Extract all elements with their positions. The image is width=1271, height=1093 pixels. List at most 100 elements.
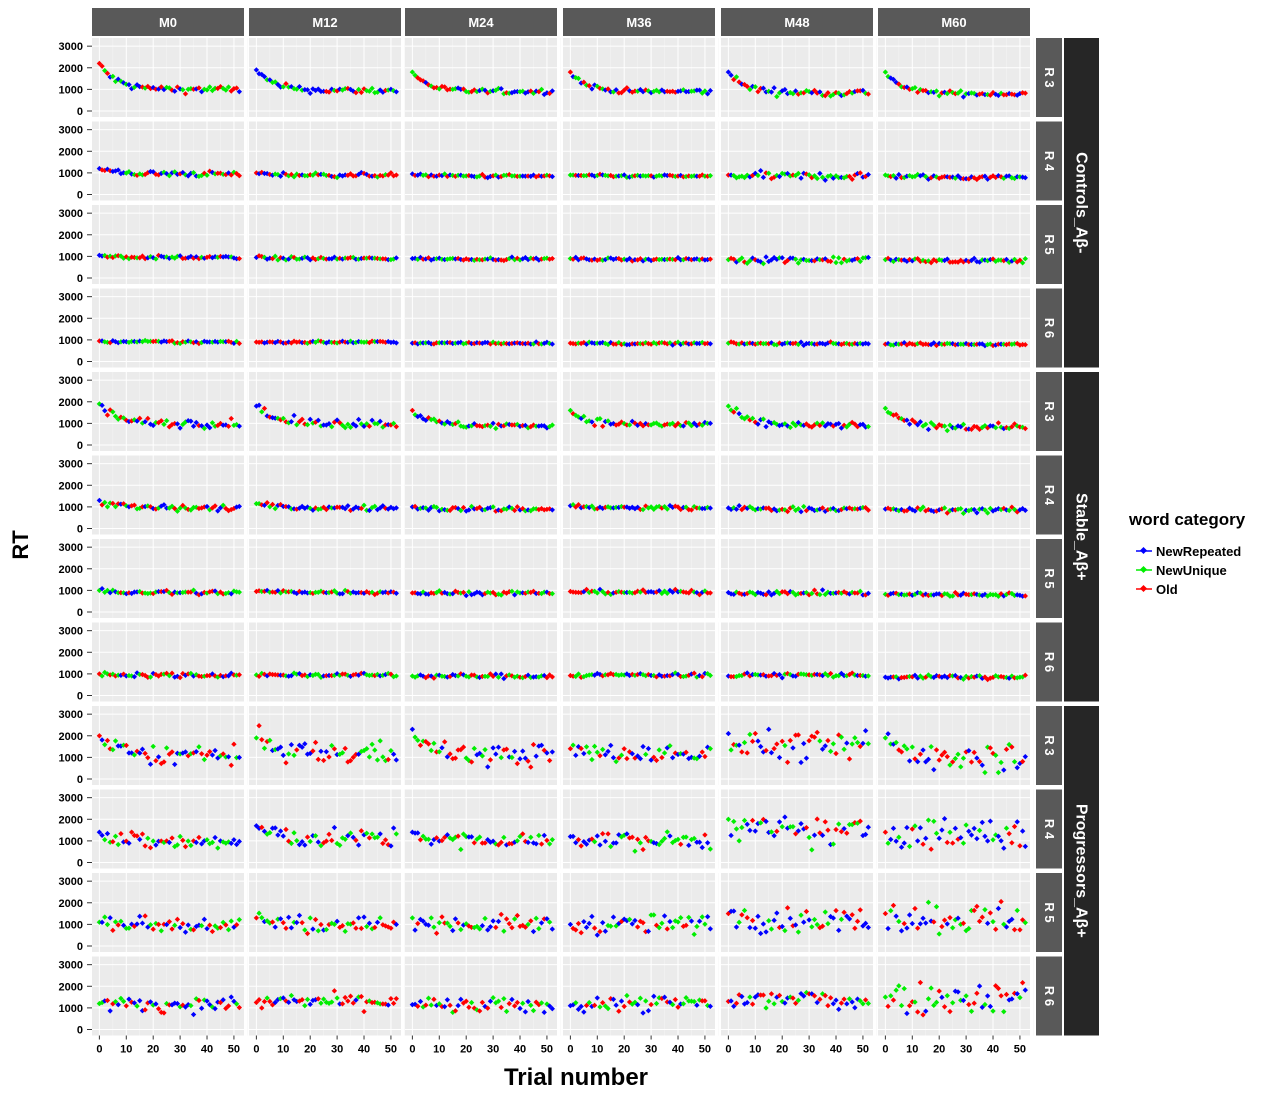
panel-background [249,706,401,785]
panel-background [878,873,1030,952]
panels-layer [92,38,1033,1036]
panel-background [563,539,715,618]
panel-controls-a-r-3-m0 [92,38,247,117]
panel-background [405,289,557,368]
panel-controls-a-r-5-m48 [721,205,876,284]
panel-background [405,205,557,284]
panel-background [92,289,244,368]
panel-background [878,372,1030,451]
panel-controls-a-r-4-m0 [92,122,247,201]
panel-background [92,957,244,1036]
panel-progressors-a-r-4-m36 [563,790,718,869]
panel-background [249,372,401,451]
panel-controls-a-r-4-m60 [878,122,1033,201]
panel-stable-a-r-4-m60 [878,456,1033,535]
panel-background [92,790,244,869]
panel-background [92,38,244,117]
panel-progressors-a-r-5-m12 [249,873,404,952]
panel-background [92,539,244,618]
panel-background [563,790,715,869]
panel-background [563,372,715,451]
panel-background [92,205,244,284]
panel-stable-a-r-4-m0 [92,456,247,535]
panel-controls-a-r-6-m36 [563,289,718,368]
panel-controls-a-r-3-m24 [405,38,560,117]
panel-progressors-a-r-6-m36 [563,957,718,1036]
panel-background [721,706,873,785]
panel-background [405,957,557,1036]
panel-background [249,539,401,618]
panel-controls-a-r-4-m12 [249,122,404,201]
panel-progressors-a-r-6-m0 [92,957,247,1036]
panel-progressors-a-r-6-m48 [721,957,876,1036]
panel-progressors-a-r-4-m48 [721,790,876,869]
panel-progressors-a-r-3-m48 [721,706,876,785]
panel-progressors-a-r-3-m0 [92,706,247,785]
panel-stable-a-r-4-m48 [721,456,876,535]
panel-stable-a-r-3-m48 [721,372,876,451]
panel-progressors-a-r-3-m36 [563,706,718,785]
panel-stable-a-r-3-m24 [405,372,560,451]
panel-stable-a-r-5-m12 [249,539,404,618]
panel-background [563,623,715,702]
panel-background [249,205,401,284]
panel-controls-a-r-5-m12 [249,205,404,284]
panel-background [878,122,1030,201]
panel-progressors-a-r-5-m60 [878,873,1033,952]
panel-controls-a-r-3-m36 [563,38,718,117]
panel-background [92,873,244,952]
panel-background [563,122,715,201]
panel-stable-a-r-5-m24 [405,539,560,618]
panel-progressors-a-r-4-m24 [405,790,560,869]
panel-background [563,456,715,535]
panel-stable-a-r-6-m60 [878,623,1033,702]
panel-controls-a-r-6-m12 [249,289,404,368]
panel-controls-a-r-6-m0 [92,289,247,368]
panel-background [721,456,873,535]
panel-background [878,706,1030,785]
panel-background [92,122,244,201]
panel-controls-a-r-5-m36 [563,205,718,284]
panel-background [721,873,873,952]
panel-background [249,957,401,1036]
panel-progressors-a-r-5-m0 [92,873,247,952]
panel-background [249,122,401,201]
panel-background [721,289,873,368]
panel-background [405,372,557,451]
panel-stable-a-r-3-m0 [92,372,247,451]
panel-controls-a-r-5-m60 [878,205,1033,284]
panel-stable-a-r-6-m24 [405,623,560,702]
panel-controls-a-r-6-m48 [721,289,876,368]
panel-progressors-a-r-6-m24 [405,957,560,1036]
panel-background [563,957,715,1036]
panel-progressors-a-r-4-m0 [92,790,247,869]
panel-progressors-a-r-4-m60 [878,790,1033,869]
panel-background [249,38,401,117]
panel-stable-a-r-5-m60 [878,539,1033,618]
panel-background [563,289,715,368]
panel-controls-a-r-3-m48 [721,38,876,117]
panel-background [249,873,401,952]
panel-background [249,623,401,702]
panel-controls-a-r-4-m24 [405,122,560,201]
panel-background [721,38,873,117]
panel-background [563,38,715,117]
panel-background [721,372,873,451]
panel-stable-a-r-3-m60 [878,372,1033,451]
panel-background [249,289,401,368]
panel-controls-a-r-6-m24 [405,289,560,368]
panel-stable-a-r-6-m48 [721,623,876,702]
panel-background [721,205,873,284]
panel-controls-a-r-4-m48 [721,122,876,201]
panel-background [878,456,1030,535]
panel-progressors-a-r-4-m12 [249,790,404,869]
panel-background [405,38,557,117]
panel-background [92,706,244,785]
panel-stable-a-r-3-m36 [563,372,718,451]
panel-background [878,623,1030,702]
panel-stable-a-r-6-m36 [563,623,718,702]
panel-background [92,623,244,702]
panel-controls-a-r-4-m36 [563,122,718,201]
panel-stable-a-r-5-m48 [721,539,876,618]
panel-stable-a-r-6-m0 [92,623,247,702]
